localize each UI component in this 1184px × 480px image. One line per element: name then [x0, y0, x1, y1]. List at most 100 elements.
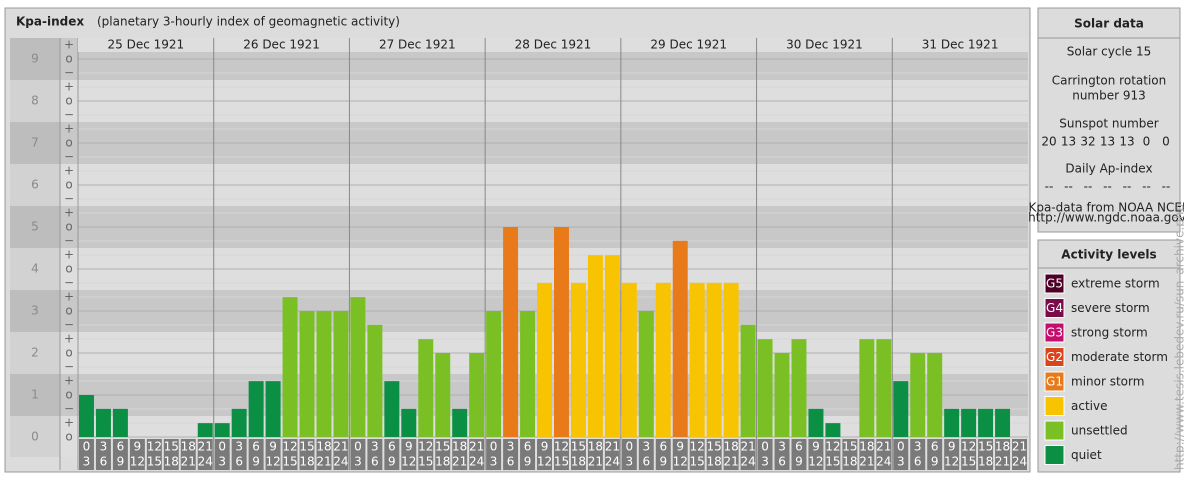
ap-value: -- — [1123, 180, 1132, 194]
bar — [299, 311, 315, 437]
bar — [418, 339, 434, 437]
level-swatch — [1044, 322, 1065, 343]
hour-label: 6 — [100, 455, 108, 469]
hour-label: 18 — [588, 440, 603, 454]
bar — [672, 240, 688, 437]
hour-label: 15 — [554, 455, 569, 469]
hour-label: 18 — [299, 455, 314, 469]
hour-label: 21 — [723, 455, 738, 469]
hour-label: 18 — [452, 440, 467, 454]
hour-label: 15 — [842, 440, 857, 454]
sunspot-value: 13 — [1100, 135, 1115, 149]
hour-box — [452, 439, 468, 470]
hour-label: 24 — [605, 455, 620, 469]
band-label-bg — [10, 80, 60, 122]
bar — [367, 324, 383, 437]
hour-label: 6 — [524, 440, 532, 454]
bar — [231, 408, 247, 437]
ap-value: -- — [1142, 180, 1151, 194]
y-tick-label: 9 — [31, 52, 39, 66]
hour-label: 6 — [235, 455, 243, 469]
hour-label: 12 — [825, 440, 840, 454]
hour-box — [418, 439, 434, 470]
minor-tick-label: o — [65, 346, 72, 360]
hour-label: 0 — [490, 440, 498, 454]
hour-label: 15 — [299, 440, 314, 454]
hour-label: 21 — [469, 440, 484, 454]
y-tick-label: 4 — [31, 262, 39, 276]
bar — [350, 297, 366, 437]
hour-box — [265, 439, 281, 470]
watermark: http://www.tesis.lebedev.ru/sun_archive.… — [1173, 204, 1184, 470]
hour-label: 21 — [181, 455, 196, 469]
hour-label: 3 — [235, 440, 243, 454]
hour-label: 9 — [676, 440, 684, 454]
date-header-bg — [213, 38, 350, 52]
hour-box — [163, 439, 179, 470]
hour-box — [486, 439, 502, 470]
minor-tick-label: − — [64, 66, 74, 80]
hour-box — [214, 439, 230, 470]
carrington: Carrington rotation — [1052, 74, 1166, 88]
hour-label: 6 — [778, 455, 786, 469]
level-swatch — [1044, 396, 1065, 416]
level-label: unsettled — [1071, 424, 1128, 438]
hour-box — [587, 439, 603, 470]
hour-box — [316, 439, 332, 470]
band-label-bg — [10, 164, 60, 206]
level-badge: G5 — [1046, 277, 1063, 291]
bar — [95, 408, 111, 437]
minor-tick-label: − — [64, 318, 74, 332]
hour-label: 15 — [961, 455, 976, 469]
hour-label: 15 — [978, 440, 993, 454]
hour-box — [757, 439, 773, 470]
bar — [316, 311, 332, 437]
hour-box — [638, 439, 654, 470]
hour-label: 6 — [642, 455, 650, 469]
level-label: quiet — [1071, 448, 1102, 462]
ap-value: -- — [1084, 180, 1093, 194]
hour-box — [825, 439, 841, 470]
bar — [859, 339, 875, 437]
bar — [79, 395, 94, 437]
hour-box — [842, 439, 858, 470]
minor-tick-label: + — [64, 164, 74, 178]
y-tick-label: 2 — [31, 346, 39, 360]
hour-label: 24 — [198, 455, 213, 469]
hour-label: 9 — [269, 440, 277, 454]
hour-box — [469, 439, 485, 470]
bar — [282, 297, 298, 437]
level-swatch — [1044, 273, 1065, 294]
solar-cycle: Solar cycle 15 — [1067, 45, 1152, 59]
level-swatch — [1044, 420, 1065, 441]
hour-box — [893, 439, 909, 470]
minor-tick-label: + — [64, 374, 74, 388]
hour-label: 0 — [354, 440, 362, 454]
hour-label: 3 — [642, 440, 650, 454]
band-label-bg — [10, 206, 60, 248]
hour-box — [95, 439, 111, 470]
hour-label: 0 — [83, 440, 91, 454]
bar — [537, 282, 552, 437]
date-label: 28 Dec 1921 — [515, 38, 592, 52]
hour-label: 24 — [876, 455, 891, 469]
hour-box — [520, 439, 536, 470]
hour-box — [112, 439, 128, 470]
date-header-bg — [756, 38, 893, 52]
band-label-bg — [10, 332, 60, 374]
minor-tick-label: o — [65, 178, 72, 192]
hour-box — [180, 439, 196, 470]
hour-label: 3 — [371, 440, 379, 454]
bar — [214, 423, 230, 437]
bar — [655, 282, 671, 437]
sunspot-value: 32 — [1080, 135, 1095, 149]
hour-box — [537, 439, 552, 470]
hour-box — [672, 439, 688, 470]
date-header-bg — [485, 38, 621, 52]
bar — [248, 381, 264, 437]
hour-label: 12 — [537, 455, 552, 469]
hour-label: 15 — [147, 455, 162, 469]
hour-label: 0 — [218, 440, 226, 454]
hour-label: 21 — [198, 440, 213, 454]
date-label: 31 Dec 1921 — [922, 38, 999, 52]
